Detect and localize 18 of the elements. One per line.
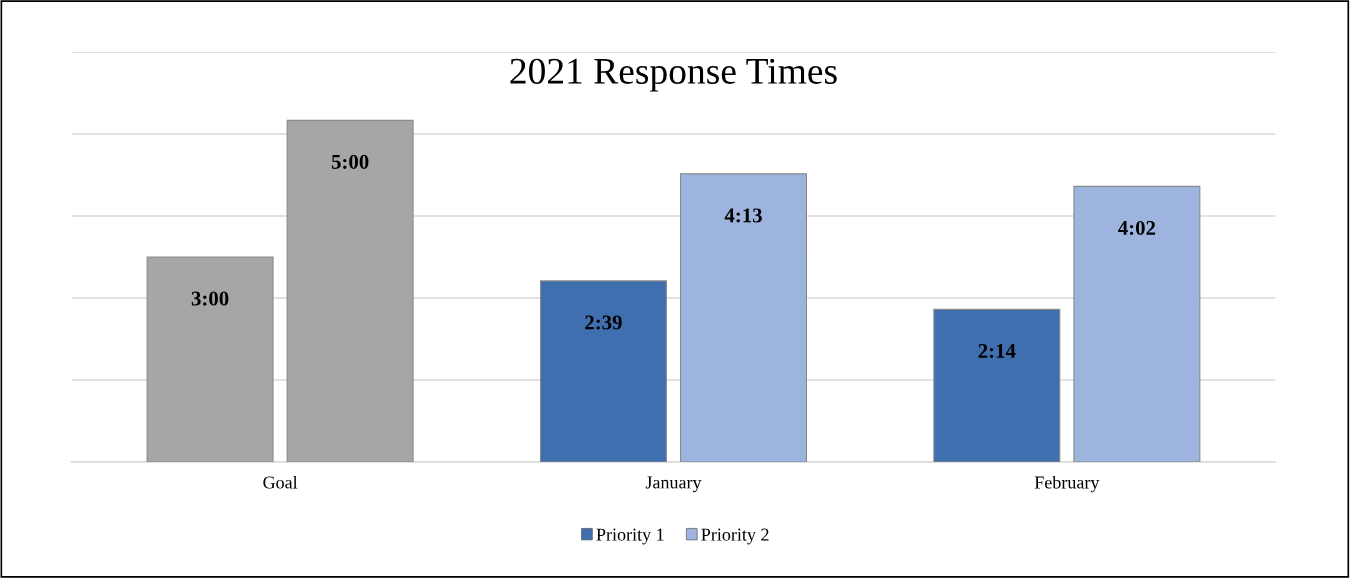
legend-label: Priority 1 — [596, 528, 664, 545]
bar — [933, 308, 1061, 462]
bar — [1073, 185, 1201, 462]
x-tick-label: January — [645, 476, 702, 493]
bar — [286, 119, 414, 462]
data-label: 5:00 — [331, 154, 369, 169]
x-tick-label: February — [1034, 475, 1100, 493]
data-label: 2:39 — [585, 315, 622, 330]
data-label: 4:02 — [1118, 220, 1156, 236]
bar — [539, 280, 667, 462]
chart-title: 2021 Response Times — [510, 58, 837, 92]
bar — [679, 173, 807, 462]
data-label: 2:14 — [978, 343, 1016, 359]
bar — [146, 256, 274, 462]
data-label: 4:13 — [724, 208, 762, 223]
x-tick-label: Goal — [263, 475, 298, 489]
data-label: 3:00 — [191, 291, 229, 306]
legend-label: Priority 2 — [701, 528, 769, 545]
